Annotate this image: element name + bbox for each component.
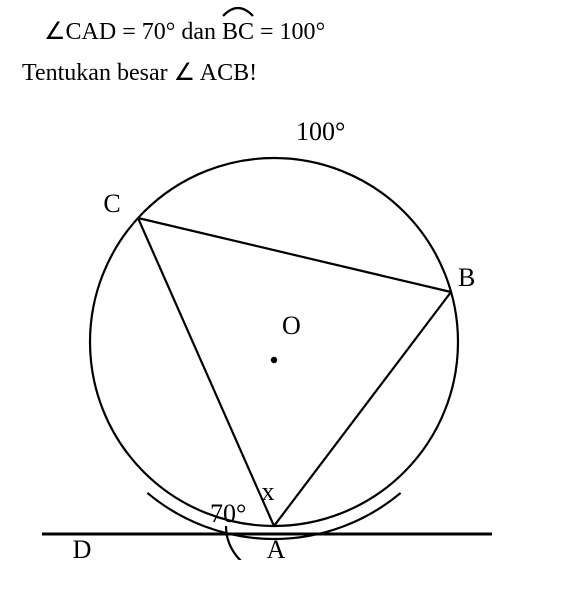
svg-text:D: D — [73, 535, 92, 560]
svg-text:A: A — [267, 535, 286, 560]
geometry-diagram: A B C D O 70° x 100° — [26, 100, 500, 560]
arc-bc-text: BC — [222, 14, 254, 51]
problem-statement: ∠ CAD = 70 ° dan BC = 100 ° Tentukan bes… — [22, 14, 555, 92]
svg-text:x: x — [262, 477, 275, 506]
diagram-container: A B C D O 70° x 100° — [26, 100, 555, 565]
cad-equals-70: CAD = 70 — [66, 14, 166, 51]
degree-1: ° — [166, 14, 176, 51]
bc-text: BC — [222, 19, 254, 45]
svg-text:70°: 70° — [210, 499, 246, 528]
problem-line-1: ∠ CAD = 70 ° dan BC = 100 ° — [22, 14, 555, 51]
acb-text: ACB! — [200, 60, 257, 86]
eq-100: = 100 — [254, 14, 316, 51]
problem-line-2: Tentukan besar ∠ ACB! — [22, 55, 555, 92]
svg-text:100°: 100° — [296, 117, 345, 146]
angle-symbol-2: ∠ — [174, 60, 196, 86]
svg-text:B: B — [458, 263, 475, 292]
angle-symbol: ∠ — [44, 14, 66, 51]
arc-over-bc-icon — [221, 4, 255, 18]
tentukan-text: Tentukan besar — [22, 60, 174, 86]
svg-text:C: C — [103, 189, 120, 218]
word-dan: dan — [175, 14, 222, 51]
degree-2: ° — [316, 14, 326, 51]
svg-text:O: O — [282, 311, 301, 340]
